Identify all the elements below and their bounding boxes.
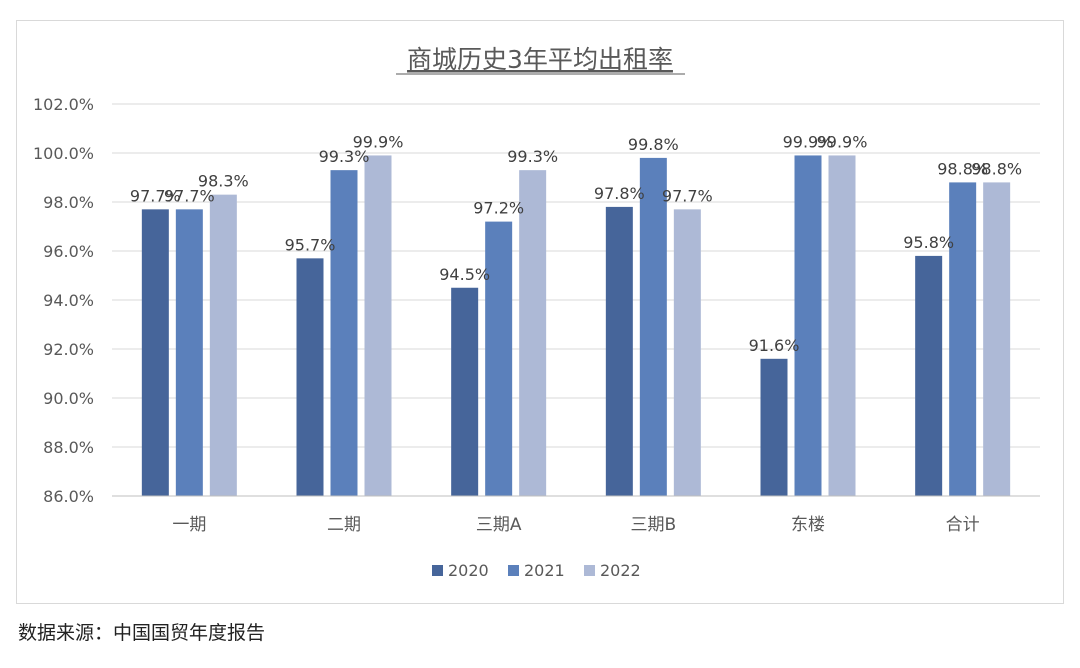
data-labels: 97.7%97.7%98.3%95.7%99.3%99.9%94.5%97.2%… (130, 132, 1022, 354)
legend-swatch (584, 565, 595, 576)
data-label: 98.3% (198, 172, 249, 191)
x-category-label: 三期B (630, 515, 676, 535)
data-label: 97.8% (594, 184, 645, 203)
y-tick-label: 90.0% (43, 389, 94, 408)
y-tick-label: 96.0% (43, 242, 94, 261)
chart-title: 商城历史3年平均出租率 (407, 45, 673, 74)
data-label: 99.9% (783, 132, 834, 151)
data-label: 99.3% (507, 147, 558, 166)
y-tick-label: 98.0% (43, 193, 94, 212)
x-category-label: 三期A (476, 515, 522, 535)
bar-2022 (828, 155, 856, 496)
bar-2021 (949, 182, 977, 496)
y-tick-label: 88.0% (43, 438, 94, 457)
bar-2020 (451, 287, 479, 496)
bar-2021 (330, 170, 358, 496)
data-label: 97.2% (473, 199, 524, 218)
data-label: 94.5% (439, 265, 490, 284)
bar-2021 (794, 155, 822, 496)
bar-2020 (760, 358, 788, 496)
bar-2020 (296, 258, 324, 496)
source-note: 数据来源：中国国贸年度报告 (18, 622, 266, 644)
bar-2022 (209, 194, 237, 496)
bar-2022 (673, 209, 701, 496)
gridlines (112, 103, 1040, 448)
data-label: 97.7% (662, 186, 713, 205)
bar-2020 (141, 209, 169, 496)
y-tick-label: 102.0% (33, 95, 94, 114)
bar-2021 (639, 157, 667, 496)
bar-2020 (915, 255, 943, 496)
data-label: 98.8% (937, 159, 988, 178)
data-label: 99.3% (319, 147, 370, 166)
data-label: 98.8% (971, 159, 1022, 178)
bar-2022 (519, 170, 547, 496)
x-category-label: 一期 (172, 515, 206, 535)
y-tick-label: 86.0% (43, 487, 94, 506)
bar-2020 (605, 206, 633, 496)
bar-2021 (175, 209, 203, 496)
legend-label: 2021 (524, 561, 565, 580)
data-label: 95.7% (285, 235, 336, 254)
bar-2022 (364, 155, 392, 496)
legend: 2020 2021 2022 (432, 561, 641, 580)
data-label: 97.7% (130, 186, 181, 205)
x-category-label: 二期 (327, 515, 361, 535)
data-label: 95.8% (903, 233, 954, 252)
data-label: 99.9% (353, 132, 404, 151)
axes: 86.0% 88.0% 90.0% 92.0% 94.0% 96.0% 98.0% 100.0… (33, 95, 1040, 535)
data-label: 99.8% (628, 135, 679, 154)
x-category-label: 合计 (946, 515, 980, 535)
data-label: 97.7% (164, 186, 215, 205)
y-tick-label: 100.0% (33, 144, 94, 163)
legend-label: 2020 (448, 561, 489, 580)
data-label: 91.6% (749, 336, 800, 355)
bar-2022 (983, 182, 1011, 496)
y-tick-label: 92.0% (43, 340, 94, 359)
bar-2021 (485, 221, 513, 496)
legend-swatch (432, 565, 443, 576)
x-category-label: 东楼 (791, 515, 825, 535)
bars (141, 155, 1011, 496)
data-label: 99.9% (817, 132, 868, 151)
legend-label: 2022 (600, 561, 641, 580)
legend-swatch (508, 565, 519, 576)
y-tick-label: 94.0% (43, 291, 94, 310)
